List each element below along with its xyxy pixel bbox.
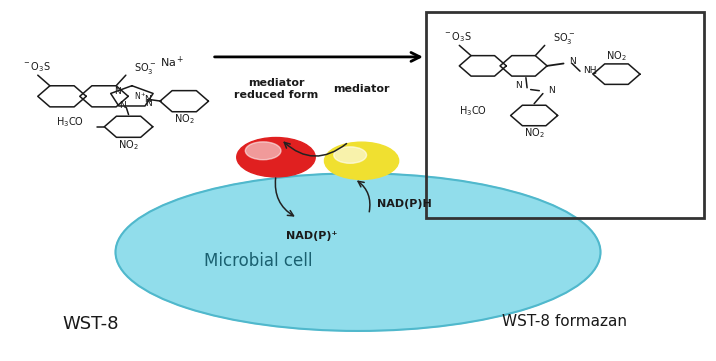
Text: mediator
reduced form: mediator reduced form (234, 78, 318, 100)
Text: N: N (569, 57, 576, 66)
Text: $^-$O$_3$S: $^-$O$_3$S (443, 31, 473, 44)
Text: WST-8: WST-8 (62, 315, 119, 333)
Text: SO$_3^-$: SO$_3^-$ (553, 31, 576, 47)
Bar (426, 12, 704, 218)
Text: N: N (548, 86, 555, 95)
Text: H$_3$CO: H$_3$CO (56, 116, 84, 129)
Text: NAD(P)H: NAD(P)H (377, 199, 432, 209)
Text: NO$_2$: NO$_2$ (174, 112, 195, 126)
Text: NH: NH (584, 66, 597, 75)
Text: N$^+$: N$^+$ (135, 90, 147, 102)
Text: NO$_2$: NO$_2$ (606, 49, 626, 63)
Text: N: N (145, 99, 152, 108)
Text: $^-$O$_3$S: $^-$O$_3$S (22, 60, 51, 74)
Text: H$_3$CO: H$_3$CO (459, 104, 487, 118)
Text: NO$_2$: NO$_2$ (524, 126, 544, 140)
Text: Na$^+$: Na$^+$ (160, 55, 185, 70)
Ellipse shape (115, 173, 601, 331)
Circle shape (324, 142, 399, 179)
Text: N: N (114, 87, 121, 96)
Text: NO$_2$: NO$_2$ (118, 138, 139, 152)
Text: mediator: mediator (334, 84, 390, 94)
Circle shape (246, 142, 281, 160)
Text: WST-8 formazan: WST-8 formazan (503, 314, 627, 330)
Text: SO$_3^-$: SO$_3^-$ (135, 61, 157, 76)
Text: Microbial cell: Microbial cell (204, 252, 312, 270)
Circle shape (237, 138, 315, 177)
Text: NAD(P)⁺: NAD(P)⁺ (286, 231, 337, 241)
Text: N: N (515, 82, 521, 91)
Circle shape (334, 147, 367, 163)
Text: N: N (120, 101, 126, 110)
Text: N: N (144, 95, 150, 104)
